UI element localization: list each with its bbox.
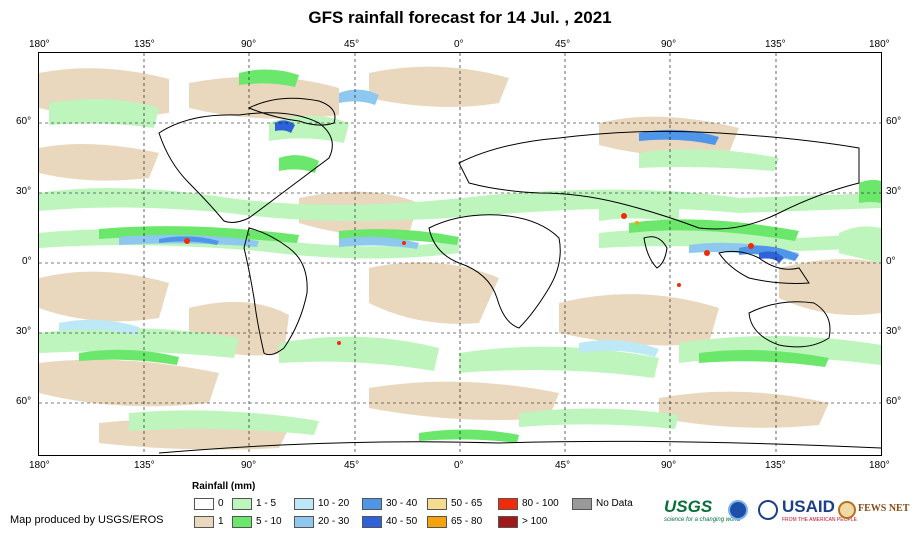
legend-swatch <box>194 498 214 510</box>
legend-swatch <box>362 498 382 510</box>
lon-label: 90° <box>661 460 677 471</box>
lon-label: 135° <box>134 460 155 471</box>
usgs-logo: USGS science for a changing world <box>664 497 740 523</box>
legend-label: 1 <box>218 516 224 527</box>
legend-label: 5 - 10 <box>256 516 282 527</box>
map-title: GFS rainfall forecast for 14 Jul. , 2021 <box>308 8 612 27</box>
graticule <box>39 53 881 455</box>
legend-swatch <box>194 516 214 528</box>
lon-label: 0° <box>454 39 464 50</box>
legend-label: 80 - 100 <box>522 498 559 509</box>
legend-swatch <box>498 516 518 528</box>
fewsnet-logo: FEWS NET <box>858 503 909 514</box>
legend-label: 40 - 50 <box>386 516 418 527</box>
legend-label: No Data <box>596 498 633 509</box>
lat-label: 30° <box>886 186 902 197</box>
lon-label: 180° <box>29 39 50 50</box>
usaid-seal-icon <box>758 500 778 520</box>
lon-label: 180° <box>29 460 50 471</box>
heavy-rainfall-spots <box>184 213 754 345</box>
lon-label: 180° <box>869 460 890 471</box>
rainfall-map <box>38 52 882 456</box>
lon-label: 135° <box>765 460 786 471</box>
noaa-logo-icon <box>728 500 748 520</box>
rainfall-map-svg <box>39 53 881 455</box>
lon-label: 45° <box>555 39 571 50</box>
usgs-logo-text: USGS <box>664 497 713 516</box>
lat-label: 30° <box>16 326 32 337</box>
lon-label: 90° <box>241 39 257 50</box>
legend-label: 50 - 65 <box>451 498 483 509</box>
lat-label: 0° <box>886 256 896 267</box>
blue-rainfall-layer <box>59 89 799 357</box>
lon-label: 45° <box>344 460 360 471</box>
lon-label: 90° <box>661 39 677 50</box>
legend-swatch <box>294 516 314 528</box>
legend-title: Rainfall (mm) <box>192 481 256 492</box>
legend-label: 20 - 30 <box>318 516 350 527</box>
lon-label: 135° <box>765 39 786 50</box>
legend-swatch <box>572 498 592 510</box>
lat-label: 60° <box>16 116 32 127</box>
legend-swatch <box>498 498 518 510</box>
green-rainfall-layer <box>79 69 881 443</box>
legend-label: 65 - 80 <box>451 516 483 527</box>
legend-label: > 100 <box>522 516 548 527</box>
legend-swatch <box>427 516 447 528</box>
lat-label: 60° <box>16 396 32 407</box>
lon-label: 90° <box>241 460 257 471</box>
usaid-tagline: FROM THE AMERICAN PEOPLE <box>782 517 857 523</box>
lat-label: 60° <box>886 116 902 127</box>
lon-label: 180° <box>869 39 890 50</box>
lon-label: 45° <box>555 460 571 471</box>
legend-swatch <box>362 516 382 528</box>
usaid-logo: USAID FROM THE AMERICAN PEOPLE <box>782 497 857 523</box>
legend-swatch <box>232 498 252 510</box>
fewsnet-logo-text: FEWS NET <box>858 503 910 514</box>
legend-label: 0 <box>218 498 224 509</box>
lon-label: 45° <box>344 39 360 50</box>
lat-label: 30° <box>886 326 902 337</box>
lat-label: 0° <box>22 256 32 267</box>
usaid-logo-text: USAID <box>782 497 835 516</box>
legend-label: 10 - 20 <box>318 498 350 509</box>
legend-swatch <box>232 516 252 528</box>
lon-label: 0° <box>454 460 464 471</box>
legend-swatch <box>294 498 314 510</box>
lat-label: 60° <box>886 396 902 407</box>
credit-text: Map produced by USGS/EROS <box>10 514 164 526</box>
legend-swatch <box>427 498 447 510</box>
fewsnet-globe-icon <box>838 501 856 519</box>
legend-label: 1 - 5 <box>256 498 277 509</box>
usgs-tagline: science for a changing world <box>664 517 741 523</box>
legend-label: 30 - 40 <box>386 498 418 509</box>
lon-label: 135° <box>134 39 155 50</box>
lat-label: 30° <box>16 186 32 197</box>
